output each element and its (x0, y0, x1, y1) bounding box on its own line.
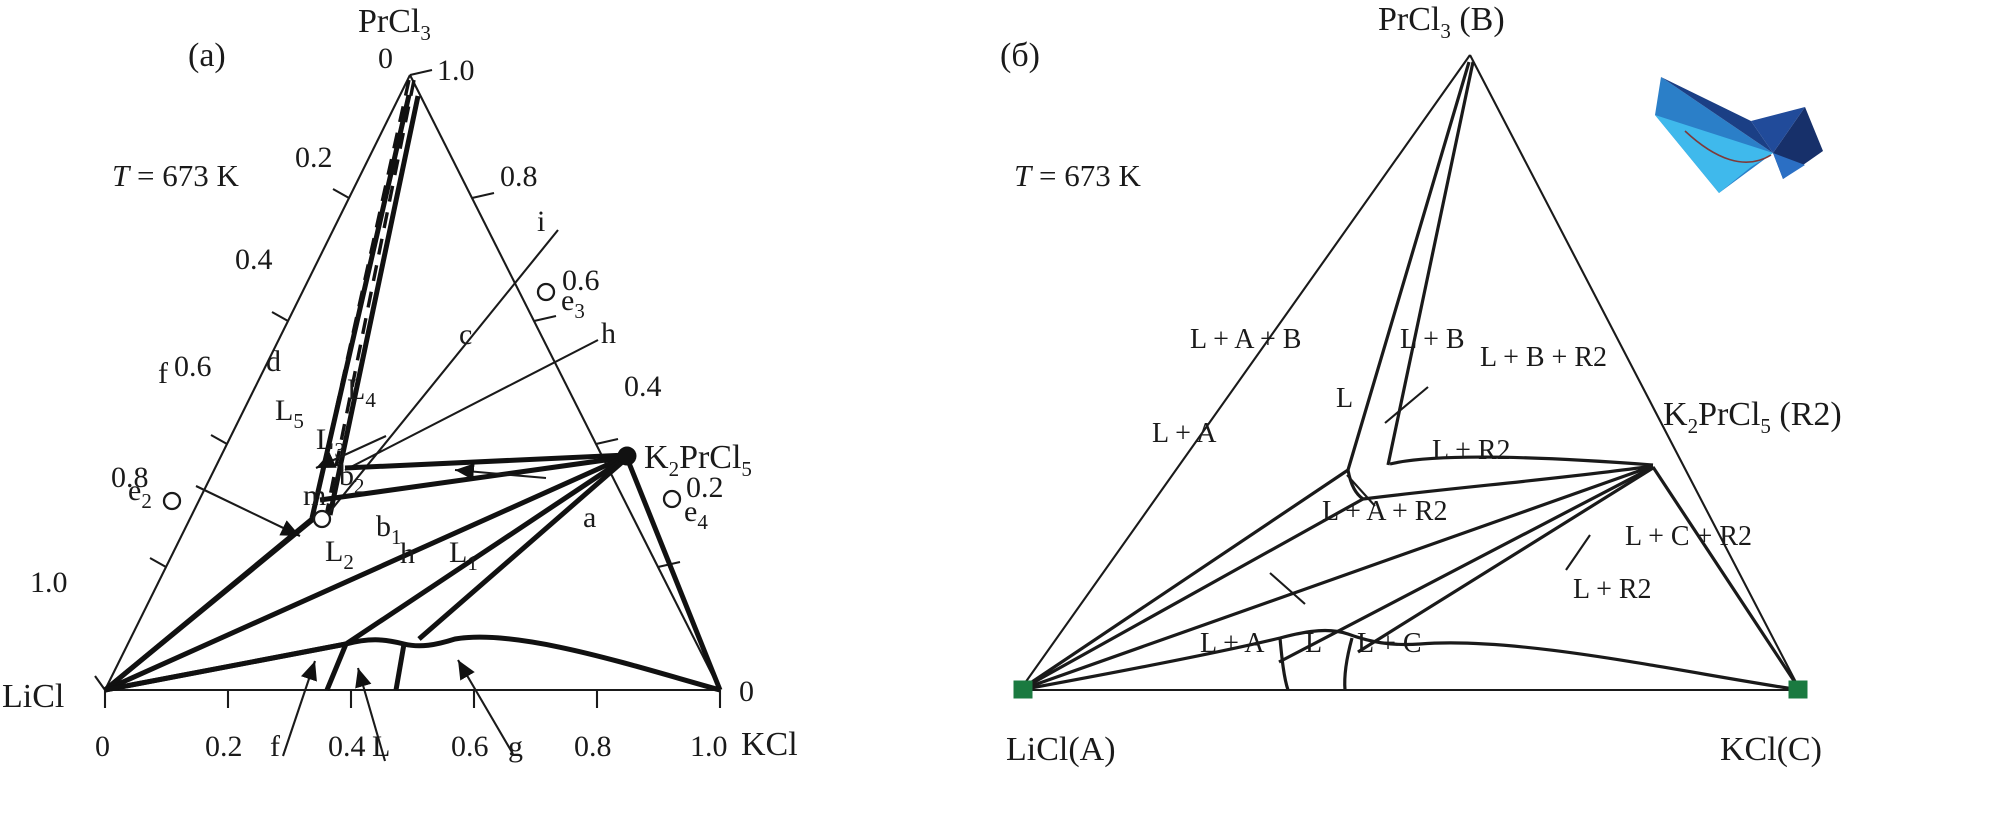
panel-b-licl-label: LiCl(A) (1006, 731, 1116, 768)
panel-b-mid-boundaries (1346, 455, 1654, 501)
panel-a: PrCl3 LiCl KCl K2PrCl5 (a) T = 673 K 0 1… (2, 3, 798, 763)
tie-line-h-upper (344, 339, 599, 471)
liquidus-curve-base (104, 634, 721, 693)
marker-points (162, 282, 682, 529)
panel-b-triangle-outline (1019, 54, 1801, 692)
leader-tieline (454, 463, 547, 481)
panel-b-region-l-low: L (1305, 628, 1322, 659)
panel-b-marker-kcl (1788, 680, 1808, 699)
panel-a-licl-title: LiCl (2, 678, 64, 715)
panel-a-temperature: T = 673 K (112, 158, 239, 193)
panel-b-region-l-a-b: L + A + B (1190, 324, 1301, 355)
panel-a-region-m: m (303, 479, 326, 512)
panel-a-bottom-tick-0: 0 (95, 730, 110, 763)
right-edge-ticks (409, 68, 681, 569)
panel-b-svg: PrCl3 (B) K2PrCl5 (R2) LiCl(A) KCl(C) (б… (1000, 1, 1842, 768)
panel-b-region-l-c-r2: L + C + R2 (1625, 521, 1752, 552)
panel-b-region-l-top: L (1336, 383, 1353, 414)
panel-b-region-l-b: L + B (1400, 324, 1465, 355)
panel-a-label-b1: b1 (376, 510, 402, 549)
panel-a-label-f-base: f (270, 730, 280, 763)
panel-b-label: (б) (1000, 37, 1040, 74)
panel-a-left-tick-0-2: 0.2 (295, 141, 333, 174)
leader-g-base (457, 659, 514, 755)
panel-a-kcl-title: KCl (741, 726, 798, 763)
marker-e3 (536, 282, 556, 302)
marker-e4 (662, 489, 682, 509)
panel-b-fan-from-a (1019, 468, 1364, 692)
marker-k2prcl5 (617, 446, 637, 466)
panel-a-region-d: d (266, 345, 281, 378)
base-connectors (324, 643, 407, 691)
panel-a-left-tick-0-8: 0.8 (111, 461, 149, 494)
marker-e2 (162, 491, 182, 511)
panel-a-apex-label: PrCl3 (358, 3, 431, 45)
panel-b-region-l-r2-mid: L + R2 (1432, 435, 1511, 466)
panel-b-apex-label: PrCl3 (B) (1378, 1, 1505, 43)
panel-a-label-h-upper: h (601, 317, 616, 350)
panel-a-label-L2: L2 (325, 535, 354, 574)
panel-a-label-h-lower: h (400, 537, 415, 570)
panel-a-label-L-base: L (372, 730, 390, 763)
triangle-outline (104, 74, 721, 692)
panel-a-right-tick-0: 0 (739, 675, 754, 708)
panel-b-region-l-r2-low: L + R2 (1573, 574, 1652, 605)
marker-m (312, 509, 332, 529)
panel-a-apex-zero: 0 (378, 42, 393, 75)
panel-a-label: (a) (188, 37, 226, 74)
panel-a-label-L1: L1 (449, 536, 478, 575)
panel-b-label-leaders (1269, 386, 1591, 605)
leader-L-base (355, 667, 387, 762)
leader-l5 (315, 435, 387, 469)
panel-a-left-tick-0-6: 0.6 (174, 350, 212, 383)
panel-b-region-l-a-r2: L + A + R2 (1322, 496, 1447, 527)
panel-a-bottom-tick-1-0: 1.0 (690, 730, 728, 763)
panel-b-region-l-a-mid: L + A (1152, 418, 1217, 449)
panel-a-bottom-tick-0-2: 0.2 (205, 730, 243, 763)
bottom-axis-ticks (103, 690, 722, 708)
panel-a-bottom-tick-0-8: 0.8 (574, 730, 612, 763)
panel-a-apex-one: 1.0 (437, 54, 475, 87)
panel-b-marker-licl (1013, 680, 1033, 699)
panel-a-right-tick-0-4: 0.4 (624, 370, 662, 403)
left-edge-ticks (94, 188, 350, 691)
panel-b-kcl-label: KCl(C) (1720, 731, 1822, 768)
panel-b-base-liquidus (1019, 628, 1801, 692)
panel-a-region-a: a (583, 501, 596, 534)
liquidus-boundaries-left (309, 94, 421, 519)
panel-a-compound-label: K2PrCl5 (644, 439, 752, 481)
panel-b-fan-from-r2 (1019, 464, 1802, 692)
panel-a-left-tick-1-0: 1.0 (30, 566, 68, 599)
leader-f-base (282, 660, 317, 757)
panel-b-region-l-b-r2: L + B + R2 (1480, 342, 1607, 373)
panel-b-temperature: T = 673 K (1014, 158, 1141, 193)
panel-b: PrCl3 (B) K2PrCl5 (R2) LiCl(A) KCl(C) (б… (1000, 0, 1997, 831)
tie-lines-from-compound (103, 452, 723, 693)
panel-a-label-L5: L5 (275, 394, 304, 433)
panel-a-region-c: c (459, 318, 472, 351)
panel-a-right-tick-0-2: 0.2 (686, 471, 724, 504)
panel-a-label-L3: L3 (316, 423, 345, 462)
fan-lines-from-licl (103, 510, 347, 693)
leader-f-upper (195, 485, 301, 537)
panel-b-region-l-a-low: L + A (1200, 628, 1265, 659)
panel-b-r2-label: K2PrCl5 (R2) (1663, 396, 1842, 438)
panel-b-region-l-c: L + C (1357, 628, 1422, 659)
panel-a-svg: PrCl3 LiCl KCl K2PrCl5 (a) T = 673 K 0 1… (2, 3, 798, 763)
3d-surface-thumbnail (1655, 77, 1823, 193)
panel-a-bottom-tick-0-4: 0.4 (328, 730, 366, 763)
panel-a-right-tick-0-6: 0.6 (562, 264, 600, 297)
panel-b-apex-boundaries (1346, 61, 1475, 471)
panel-a-bottom-tick-0-6: 0.6 (451, 730, 489, 763)
panel-a-label-f-upper: f (158, 357, 168, 390)
panel-a-left-tick-0-4: 0.4 (235, 243, 273, 276)
panel-a-label-i: i (537, 205, 545, 238)
panel-a-label-g-base: g (508, 730, 523, 763)
arrow-leaders (195, 435, 547, 762)
panel-a-right-tick-0-8: 0.8 (500, 160, 538, 193)
